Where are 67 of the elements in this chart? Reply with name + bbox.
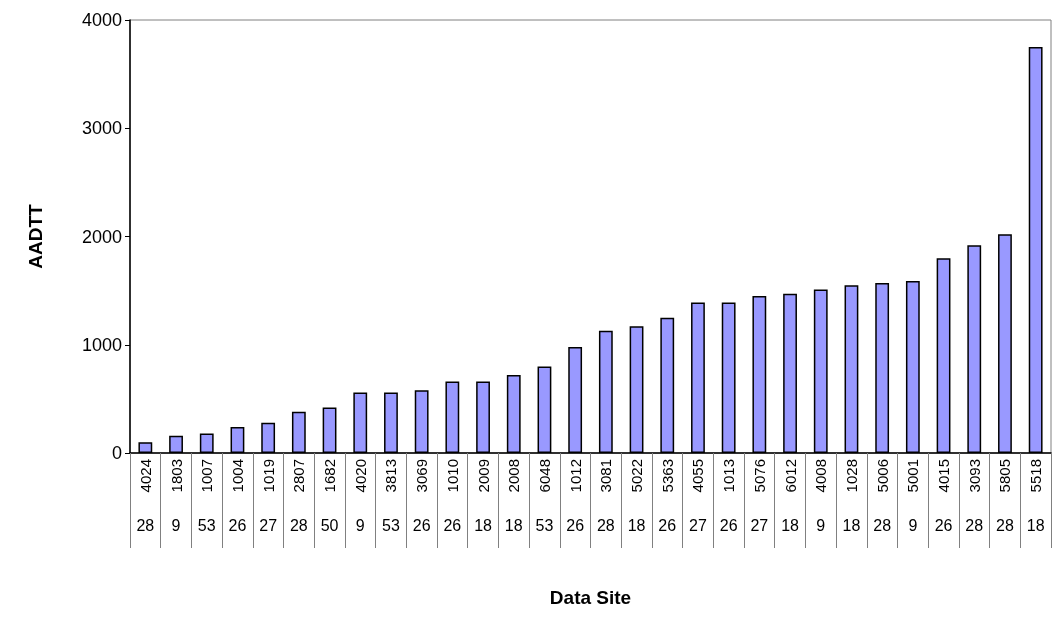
text: 26 [719, 516, 738, 534]
text: 26 [934, 516, 953, 534]
x-tick-label: 1013 [720, 459, 738, 493]
x-tick-label: 1010 [443, 459, 461, 493]
text: 9 [908, 516, 918, 534]
text: 18 [504, 516, 523, 534]
x-tick-label: 4020 [351, 459, 369, 493]
text: 53 [535, 516, 554, 534]
x-tick-label: 1682 [321, 459, 339, 493]
text: 26 [566, 516, 585, 534]
text: 9 [816, 516, 826, 534]
text: 26 [412, 516, 431, 534]
text: 9 [355, 516, 365, 534]
x-tick-label: 4008 [812, 459, 830, 493]
x-tick-label: 1028 [842, 459, 860, 493]
text: 18 [627, 516, 646, 534]
text: 18 [474, 516, 493, 534]
x-tick-label: 4055 [689, 459, 707, 493]
x-tick-label: 3813 [382, 459, 400, 493]
text: 28 [596, 516, 615, 534]
x-tick-label: 5805 [996, 459, 1014, 493]
y-tick-label: 2000 [81, 226, 122, 247]
text: 27 [750, 516, 769, 534]
x-tick-label: 2008 [505, 459, 523, 493]
text: 18 [1026, 516, 1045, 534]
x-tick-label: 2009 [474, 459, 492, 493]
y-tick-label: 0 [111, 443, 122, 463]
x-tick-label: 3069 [413, 459, 431, 493]
text: 26 [658, 516, 677, 534]
x-tick-label: 5076 [750, 459, 768, 493]
text: 26 [443, 516, 462, 534]
x-tick-label: 5006 [873, 459, 891, 493]
x-tick-label: 5363 [658, 459, 676, 493]
text: 28 [965, 516, 984, 534]
x-tick-label: 6012 [781, 459, 799, 493]
text: 18 [781, 516, 800, 534]
y-tick-label: 4000 [81, 10, 122, 30]
x-axis-title: Data Site [549, 587, 632, 608]
text: 53 [382, 516, 400, 534]
x-tick-label: 3093 [965, 459, 983, 493]
text: 18 [842, 516, 861, 534]
text: 26 [228, 516, 247, 534]
text: 27 [259, 516, 278, 534]
x-tick-label: 3081 [597, 459, 615, 493]
text: 28 [996, 516, 1014, 534]
y-tick-label: 3000 [81, 118, 122, 139]
x-tick-label: 4024 [136, 459, 154, 493]
x-tick-label: 5518 [1027, 459, 1045, 493]
text: 28 [136, 516, 155, 534]
text: 50 [320, 516, 339, 534]
y-tick-label: 1000 [81, 334, 122, 355]
x-tick-label: 1007 [198, 459, 216, 493]
x-tick-label: 2807 [290, 459, 308, 493]
y-axis-title: AADTT [25, 203, 46, 269]
x-tick-label: 1012 [566, 459, 584, 493]
text: 28 [289, 516, 308, 534]
x-tick-label: 5001 [904, 459, 922, 493]
x-tick-label: 4015 [935, 459, 953, 493]
text: 27 [689, 516, 707, 534]
x-tick-label: 1803 [167, 459, 185, 493]
x-tick-label: 6048 [535, 459, 553, 493]
text: 28 [873, 516, 892, 534]
x-tick-label: 1004 [228, 459, 246, 493]
x-tick-label: 5022 [628, 459, 646, 493]
x-tick-label: 1019 [259, 459, 277, 493]
text: 9 [171, 516, 181, 534]
text: 53 [197, 516, 216, 534]
